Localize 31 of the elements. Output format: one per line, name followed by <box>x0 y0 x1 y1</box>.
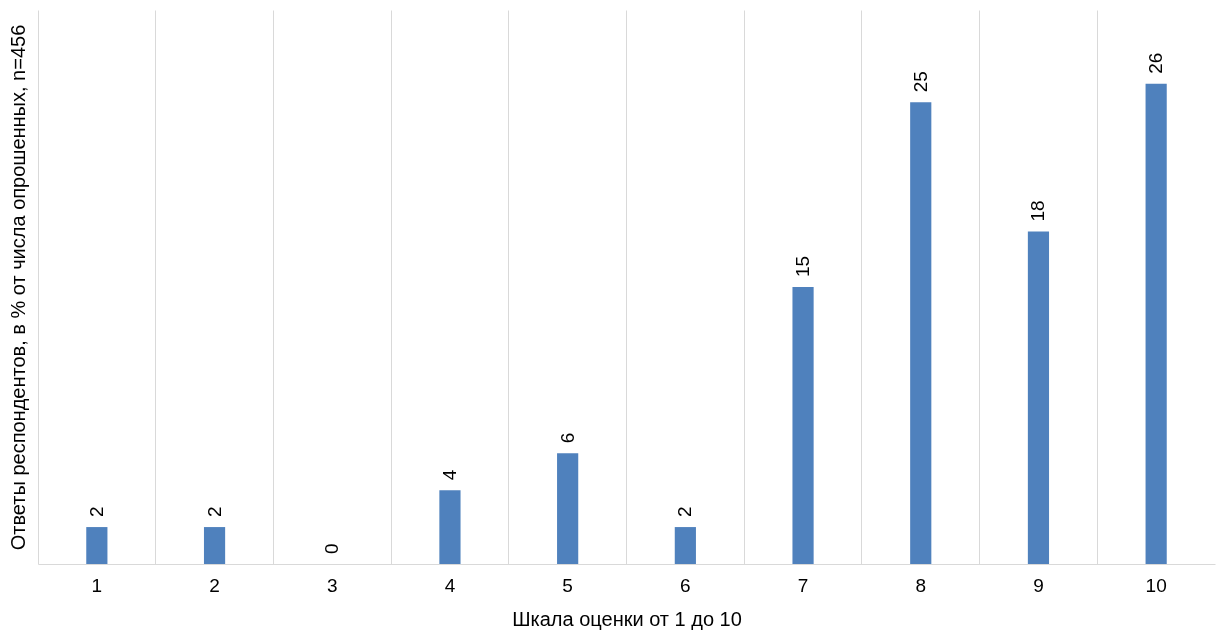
data-label: 25 <box>909 71 931 93</box>
x-tick-label: 2 <box>209 574 220 596</box>
data-label: 2 <box>674 506 696 518</box>
x-tick-label: 9 <box>1033 574 1044 596</box>
bar <box>792 287 814 564</box>
x-axis-title: Шкала оценки от 1 до 10 <box>512 607 742 630</box>
bar <box>1145 83 1167 564</box>
x-tick-label: 5 <box>562 574 573 596</box>
data-label: 2 <box>85 506 107 518</box>
data-label: 0 <box>321 543 343 554</box>
data-label: 2 <box>203 506 225 518</box>
bar <box>910 102 932 564</box>
data-label: 15 <box>792 255 814 277</box>
x-tick-label: 1 <box>91 574 103 596</box>
bar <box>674 527 696 564</box>
bar <box>439 490 461 564</box>
x-tick-label: 10 <box>1145 574 1167 596</box>
x-tick-label: 7 <box>797 574 809 596</box>
data-label: 6 <box>556 432 578 444</box>
data-label: 4 <box>438 469 460 481</box>
data-label: 18 <box>1027 200 1049 222</box>
bar <box>86 527 108 564</box>
bar <box>557 453 579 564</box>
bar <box>203 527 226 564</box>
bar <box>1027 231 1050 564</box>
data-label: 26 <box>1145 52 1167 74</box>
x-tick-label: 6 <box>680 574 691 596</box>
x-tick-label: 3 <box>326 574 338 596</box>
x-tick-label: 4 <box>444 574 456 596</box>
x-tick-label: 8 <box>915 574 927 596</box>
y-axis-title: Ответы респондентов, в % от числа опрошенных, n=456 <box>6 24 29 551</box>
